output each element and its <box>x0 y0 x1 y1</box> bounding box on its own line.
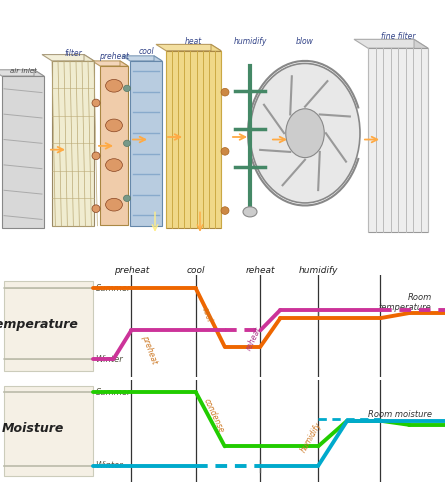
Polygon shape <box>156 44 221 51</box>
Text: preheat: preheat <box>113 266 149 275</box>
Polygon shape <box>42 55 94 61</box>
Text: Temperature: Temperature <box>0 318 78 331</box>
Text: filter: filter <box>64 49 82 58</box>
Text: cool: cool <box>200 305 214 323</box>
Circle shape <box>250 63 360 203</box>
Text: Winter: Winter <box>96 461 123 470</box>
Text: preheat: preheat <box>140 334 158 365</box>
Ellipse shape <box>124 195 130 202</box>
Text: reheat: reheat <box>244 325 263 352</box>
Polygon shape <box>84 55 94 226</box>
Polygon shape <box>166 51 221 228</box>
FancyBboxPatch shape <box>4 281 93 371</box>
Text: Moisture: Moisture <box>2 422 65 435</box>
Ellipse shape <box>92 205 100 212</box>
Ellipse shape <box>221 148 229 155</box>
Polygon shape <box>100 66 128 225</box>
Polygon shape <box>34 70 44 228</box>
Polygon shape <box>354 39 428 48</box>
Text: Room moisture: Room moisture <box>368 410 432 419</box>
Ellipse shape <box>221 207 229 214</box>
Polygon shape <box>130 61 162 226</box>
Text: reheat: reheat <box>246 266 275 275</box>
Ellipse shape <box>105 198 122 211</box>
Ellipse shape <box>243 207 257 217</box>
Text: Room
temperature: Room temperature <box>379 293 432 313</box>
Text: condense: condense <box>202 397 226 434</box>
Polygon shape <box>2 76 44 228</box>
FancyBboxPatch shape <box>4 386 93 476</box>
Polygon shape <box>92 61 128 66</box>
Text: Summer: Summer <box>96 388 131 396</box>
Ellipse shape <box>92 152 100 160</box>
Polygon shape <box>122 56 162 61</box>
Text: fine filter: fine filter <box>381 32 415 40</box>
Text: humidify: humidify <box>233 37 267 46</box>
Ellipse shape <box>124 140 130 147</box>
Circle shape <box>286 109 324 158</box>
Text: heat: heat <box>184 37 202 46</box>
Polygon shape <box>368 48 428 232</box>
Polygon shape <box>154 56 162 226</box>
Text: blow: blow <box>296 37 314 46</box>
Text: humidify: humidify <box>299 420 324 454</box>
Ellipse shape <box>105 79 122 92</box>
Text: preheat: preheat <box>99 52 129 61</box>
Ellipse shape <box>105 159 122 171</box>
Text: Winter: Winter <box>96 355 123 363</box>
Text: cool: cool <box>138 47 154 56</box>
Text: cool: cool <box>186 266 205 275</box>
Text: Summer: Summer <box>96 284 131 293</box>
Polygon shape <box>211 44 221 228</box>
Ellipse shape <box>124 85 130 92</box>
Polygon shape <box>0 70 44 76</box>
Polygon shape <box>120 61 128 225</box>
Ellipse shape <box>221 88 229 96</box>
Polygon shape <box>414 39 428 232</box>
Ellipse shape <box>105 119 122 132</box>
Polygon shape <box>52 61 94 226</box>
Text: humidify: humidify <box>299 266 338 275</box>
Ellipse shape <box>92 99 100 107</box>
Text: air inlet: air inlet <box>9 68 36 74</box>
